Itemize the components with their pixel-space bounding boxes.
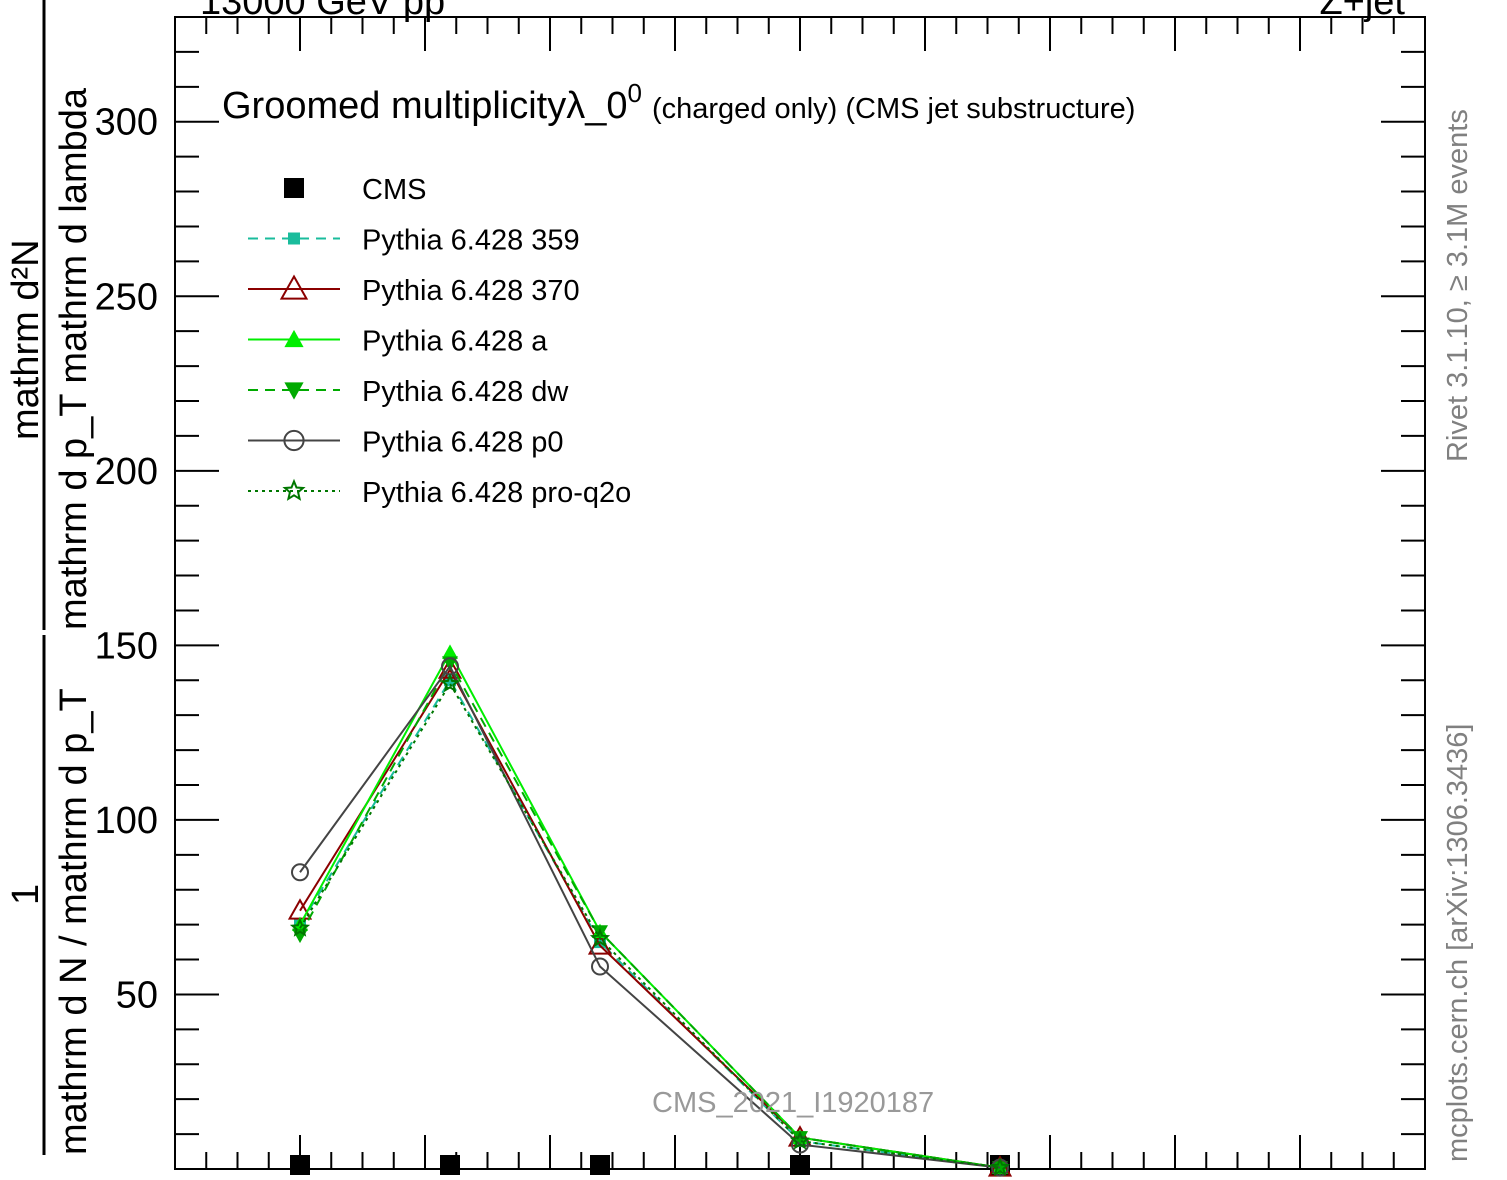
chart-title-main: Groomed multiplicityλ_0 xyxy=(222,85,627,127)
marker-circle-open xyxy=(591,957,609,976)
marker-triangle-open xyxy=(279,274,309,300)
y-tick-label: 50 xyxy=(116,974,158,1016)
marker-square xyxy=(290,1155,310,1175)
marker-square xyxy=(790,1155,810,1175)
y-tick-label: 100 xyxy=(95,800,158,842)
legend: CMS Pythia 6.428 359 Pythia 6.428 370 Pythi… xyxy=(248,174,631,509)
legend-item: Pythia 6.428 a xyxy=(248,326,548,358)
rivet-version-label: Rivet 3.1.10, ≥ 3.1M events xyxy=(1442,109,1474,462)
series-line xyxy=(299,681,1001,1169)
source-label: mcplots.cern.ch [arXiv:1306.3436] xyxy=(1442,724,1474,1162)
marker-square xyxy=(590,1155,610,1175)
marker-star xyxy=(439,673,461,693)
y-tick-label: 150 xyxy=(95,625,158,667)
marker-star xyxy=(989,1156,1011,1177)
y-tick-label: 200 xyxy=(95,451,158,493)
marker-triangle-down xyxy=(792,1131,808,1146)
legend-item: Pythia 6.428 359 xyxy=(248,225,580,257)
y-label-denominator-left: mathrm d N / mathrm d p_T xyxy=(53,688,95,1155)
legend-label: Pythia 6.428 dw xyxy=(362,376,569,408)
marker-circle-open xyxy=(291,863,309,882)
legend-label: Pythia 6.428 359 xyxy=(362,225,580,257)
y-label-numerator-one: 1 xyxy=(5,884,47,905)
legend-label: Pythia 6.428 p0 xyxy=(362,427,564,459)
legend-label: Pythia 6.428 370 xyxy=(362,275,580,307)
marker-circle-open xyxy=(283,429,305,452)
series-cms xyxy=(290,1155,1010,1175)
marker-star xyxy=(282,478,306,501)
y-tick-label: 250 xyxy=(95,276,158,318)
marker-star xyxy=(289,917,311,937)
marker-square xyxy=(440,1155,460,1175)
chart-title-sup: 0 xyxy=(627,78,641,108)
analysis-watermark: CMS_2021_I1920187 xyxy=(652,1087,934,1119)
legend-item: Pythia 6.428 p0 xyxy=(248,427,564,459)
legend-item: Pythia 6.428 dw xyxy=(248,376,569,408)
legend-item: CMS xyxy=(284,174,426,206)
marker-square xyxy=(288,232,300,245)
legend-label: Pythia 6.428 pro-q2o xyxy=(362,477,631,509)
y-label-numerator-right: mathrm d²N xyxy=(5,239,47,440)
chart-title-suffix: (charged only) (CMS jet substructure) xyxy=(652,93,1136,125)
marker-square xyxy=(284,178,304,198)
y-tick-labels: 50 100 150 200 250 300 xyxy=(95,102,158,1017)
legend-label: Pythia 6.428 a xyxy=(362,326,548,358)
marker-triangle-down xyxy=(284,382,304,400)
y-label-denominator-right: mathrm d p_T mathrm d lambda xyxy=(53,87,95,630)
series-line xyxy=(299,664,1001,1169)
legend-item: Pythia 6.428 pro-q2o xyxy=(248,477,631,509)
legend-item: Pythia 6.428 370 xyxy=(248,274,580,307)
legend-label: CMS xyxy=(362,174,426,206)
y-tick-label: 300 xyxy=(95,102,158,144)
marker-star xyxy=(589,927,611,948)
series-line xyxy=(299,678,1001,1169)
marker-triangle xyxy=(284,329,304,348)
marker-star xyxy=(789,1130,811,1150)
marker-triangle xyxy=(442,644,458,659)
series-layer xyxy=(287,644,1013,1177)
chart-title: Groomed multiplicityλ_00 (charged only) (… xyxy=(222,78,1135,127)
y-axis-label: 1 mathrm d N / mathrm d p_T mathrm d²N m… xyxy=(5,0,95,1155)
marker-circle-open xyxy=(791,1135,809,1154)
series-pythia-6-428-pro-q2o xyxy=(289,673,1011,1177)
